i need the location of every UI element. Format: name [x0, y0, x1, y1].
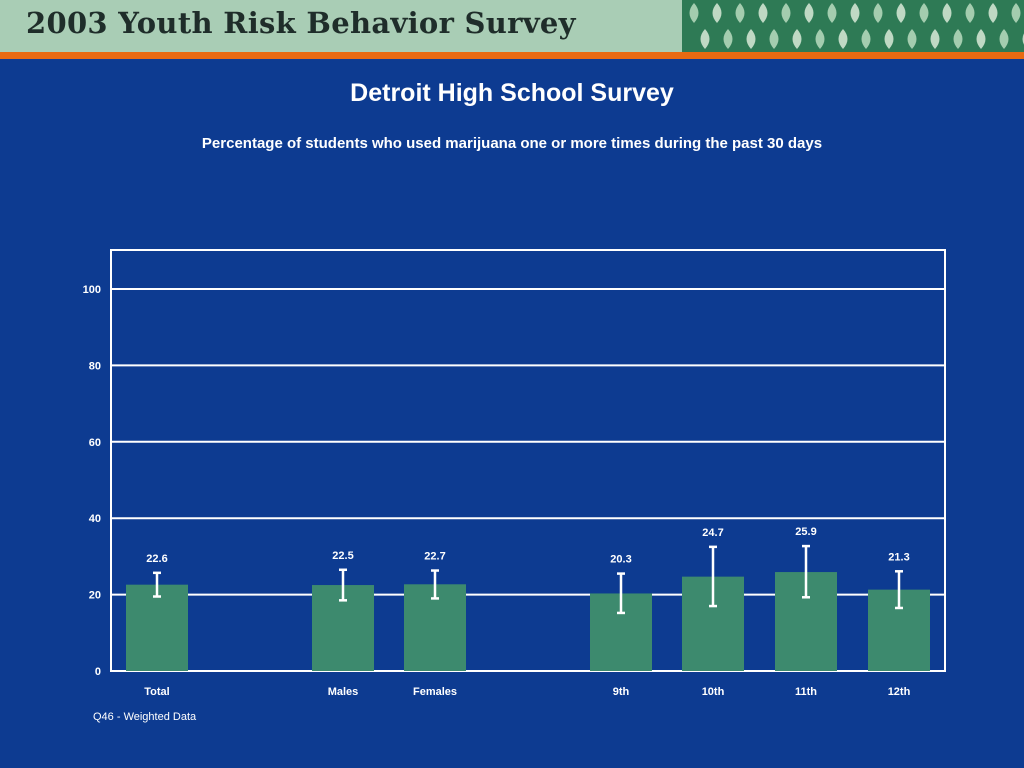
leaf-shape	[804, 3, 814, 23]
leaf-shape	[827, 3, 837, 23]
error-bar	[802, 544, 810, 599]
leaf-shape	[723, 29, 733, 49]
y-tick-label: 60	[89, 437, 101, 449]
chart-title: Detroit High School Survey	[350, 79, 674, 107]
leaf-shape	[700, 29, 710, 49]
accent-stripe	[0, 52, 1024, 59]
leaf-shape	[746, 29, 756, 49]
data-label: 22.7	[424, 551, 445, 563]
leaf-shape	[896, 3, 906, 23]
leaf-shape	[942, 3, 952, 23]
chart-subtitle: Percentage of students who used marijuan…	[201, 135, 823, 152]
y-tick-label: 20	[89, 590, 101, 602]
leaf-shape	[735, 3, 745, 23]
y-tick-label: 0	[95, 666, 101, 678]
leaf-shape	[861, 29, 871, 49]
error-bar	[709, 545, 717, 608]
x-tick-label: 12th	[888, 686, 911, 698]
x-tick-label: 9th	[613, 686, 630, 698]
leaf-shape	[712, 3, 722, 23]
data-label: 20.3	[610, 554, 631, 566]
leaf-shape	[769, 29, 779, 49]
plot-frame	[110, 249, 946, 672]
data-label: 22.5	[332, 550, 353, 562]
leaf-shape	[689, 3, 699, 23]
error-bar	[895, 570, 903, 610]
error-bar	[153, 571, 161, 598]
y-tick-label: 40	[89, 513, 101, 525]
leaf-shape	[919, 3, 929, 23]
footnote: Q46 - Weighted Data	[93, 711, 197, 723]
x-tick-label: Males	[328, 686, 359, 698]
data-label: 24.7	[702, 527, 723, 539]
leaf-shape	[815, 29, 825, 49]
leaf-shape	[953, 29, 963, 49]
leaf-shape	[988, 3, 998, 23]
x-tick-label: 10th	[702, 686, 725, 698]
leaf-shape	[884, 29, 894, 49]
leaf-shape	[965, 3, 975, 23]
y-tick-label: 80	[89, 360, 101, 372]
leaf-shape	[873, 3, 883, 23]
leaf-shape	[1011, 3, 1021, 23]
x-tick-label: Total	[144, 686, 169, 698]
error-bar	[431, 569, 439, 600]
x-tick-label: Females	[413, 686, 457, 698]
data-label: 25.9	[795, 526, 816, 538]
leaf-shape	[907, 29, 917, 49]
y-tick-label: 100	[83, 284, 101, 296]
bar	[126, 584, 188, 671]
leaf-shape	[850, 3, 860, 23]
data-label: 21.3	[888, 551, 909, 563]
leaf-shape	[792, 29, 802, 49]
x-tick-label: 11th	[795, 686, 817, 698]
leaf-shape	[758, 3, 768, 23]
header-banner: 2003 Youth Risk Behavior Survey	[0, 0, 1024, 52]
leaf-shape	[838, 29, 848, 49]
leaf-shape	[930, 29, 940, 49]
leaf-pattern-icon	[682, 0, 1024, 52]
leaf-shape	[976, 29, 986, 49]
banner-title: 2003 Youth Risk Behavior Survey	[26, 6, 576, 40]
leaf-shape	[781, 3, 791, 23]
error-bar	[339, 568, 347, 602]
data-label: 22.6	[146, 553, 167, 565]
leaf-shape	[999, 29, 1009, 49]
error-bar	[617, 572, 625, 615]
